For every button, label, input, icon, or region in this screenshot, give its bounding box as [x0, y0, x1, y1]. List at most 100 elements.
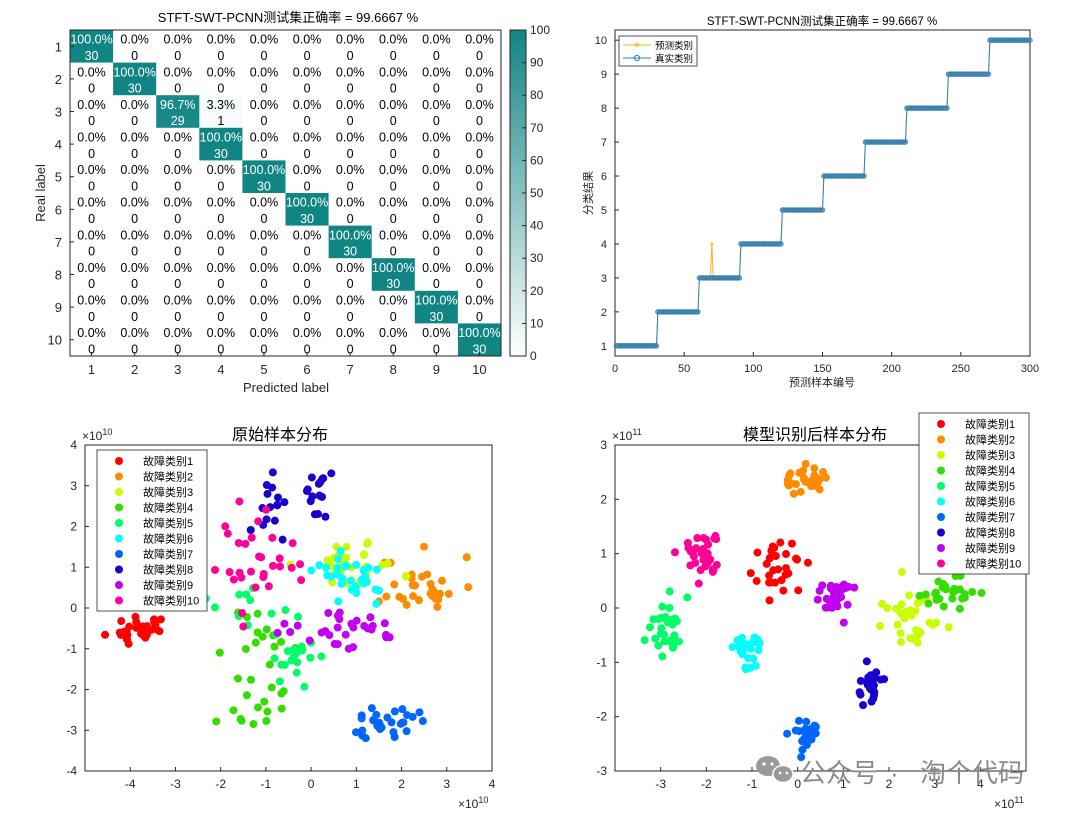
cm-cell-percent: 0.0% — [250, 293, 279, 307]
colorbar-tick-label: 30 — [530, 251, 544, 265]
cm-cell-count: 0 — [304, 49, 311, 63]
scatter-point — [270, 516, 279, 525]
cm-cell — [328, 95, 372, 129]
scatter-x-tick-label: 0 — [794, 777, 801, 791]
watermark-name: 淘个代码 — [920, 758, 1024, 788]
legend-marker — [937, 451, 945, 459]
cm-cell-percent: 0.0% — [465, 228, 494, 242]
cm-cell-percent: 0.0% — [465, 33, 494, 47]
cm-cell-percent: 0.0% — [77, 196, 106, 210]
cm-cell-percent: 100.0% — [200, 130, 242, 144]
scatter-point — [856, 676, 865, 685]
cm-cell-count: 0 — [217, 245, 224, 259]
legend-label: 故障类别1 — [965, 417, 1015, 431]
actual-point — [861, 173, 867, 179]
scatter-point — [905, 591, 914, 600]
scatter-x-tick-label: -2 — [215, 777, 226, 791]
cm-cell — [70, 193, 114, 226]
cm-cell-count: 29 — [171, 114, 185, 128]
actual-line — [616, 39, 1030, 347]
legend-marker — [115, 581, 123, 589]
step-y-tick-label: 10 — [595, 35, 607, 47]
scatter-point — [237, 573, 246, 582]
legend-label: 故障类别8 — [143, 563, 193, 577]
cm-y-tick-label: 2 — [55, 72, 62, 87]
cm-cell-percent: 0.0% — [207, 33, 236, 47]
cm-cell — [156, 225, 200, 259]
cm-cell — [285, 62, 329, 96]
scatter-point — [435, 589, 444, 598]
step-series: ✶✶✶✶✶✶✶✶✶✶✶✶✶✶✶✶✶✶✶✶✶✶✶✶✶✶✶✶✶✶✶✶✶✶✶✶✶✶✶✶… — [613, 36, 1033, 351]
cm-cell-percent: 0.0% — [293, 98, 322, 112]
scatter-point — [753, 548, 762, 557]
cm-cell-percent: 0.0% — [379, 326, 408, 340]
cm-cell-count: 0 — [174, 277, 181, 291]
cm-x-tick-label: 3 — [174, 362, 181, 377]
orig-title: 原始样本分布 — [232, 426, 328, 444]
scatter-point — [444, 589, 453, 598]
cm-cell-percent: 100.0% — [458, 326, 500, 340]
step-x-tick-label: 150 — [813, 363, 831, 375]
scatter-point — [274, 493, 283, 502]
cm-cell-count: 0 — [390, 245, 397, 259]
cm-cell-percent: 0.0% — [422, 196, 451, 210]
cm-cell-percent: 0.0% — [207, 65, 236, 79]
scatter-point — [462, 553, 471, 562]
scatter-point — [275, 554, 284, 563]
scatter-point — [813, 595, 822, 604]
cm-cell — [113, 258, 157, 292]
scatter-y-tick-label: 1 — [600, 547, 607, 561]
scatter-point — [924, 599, 933, 608]
cm-cell-percent: 0.0% — [207, 196, 236, 210]
cm-cell-count: 0 — [347, 277, 354, 291]
cm-cell-percent: 0.0% — [465, 65, 494, 79]
cm-cell-percent: 0.0% — [164, 130, 193, 144]
scatter-point — [246, 596, 255, 605]
cm-cell-percent: 0.0% — [293, 228, 322, 242]
scatter-point — [308, 492, 317, 501]
scatter-point — [115, 628, 124, 637]
actual-point — [778, 241, 784, 247]
model-points — [640, 460, 986, 762]
step-x-tick-label: 300 — [1021, 363, 1039, 375]
cm-cell-count: 0 — [174, 82, 181, 96]
scatter-point — [263, 707, 272, 716]
scatter-point — [268, 533, 277, 542]
scatter-point — [287, 563, 296, 572]
cm-cell-count: 0 — [390, 179, 397, 193]
cm-cell-count: 30 — [472, 342, 486, 356]
cm-cell-count: 0 — [217, 212, 224, 226]
cm-cell-count: 0 — [174, 49, 181, 63]
scatter-x-tick-label: 0 — [308, 777, 315, 791]
cm-cell-count: 0 — [131, 342, 138, 356]
scatter-point — [236, 715, 245, 724]
scatter-point — [798, 745, 807, 754]
scatter-point — [283, 647, 292, 656]
scatter-y-tick-label: -3 — [596, 764, 607, 778]
cm-cell — [371, 258, 416, 292]
cm-cell-count: 0 — [217, 277, 224, 291]
scatter-point — [827, 603, 836, 612]
scatter-point — [246, 567, 255, 576]
scatter-point — [156, 615, 165, 624]
cm-cell-percent: 0.0% — [336, 163, 365, 177]
scatter-point — [260, 697, 269, 706]
cm-cell — [371, 290, 416, 324]
scatter-point — [803, 558, 812, 567]
scatter-point — [693, 534, 702, 543]
cm-cell-percent: 0.0% — [207, 326, 236, 340]
cm-cell — [414, 225, 459, 259]
cm-cell — [199, 225, 243, 259]
scatter-point — [382, 592, 391, 601]
scatter-point — [223, 529, 232, 538]
cm-y-tick-label: 3 — [55, 105, 62, 120]
scatter-y-tick-label: 2 — [70, 520, 77, 534]
scatter-point — [367, 704, 376, 713]
scatter-point — [253, 703, 262, 712]
scatter-point — [660, 637, 669, 646]
cm-cell-percent: 0.0% — [164, 326, 193, 340]
scatter-point — [212, 717, 221, 726]
step-y-tick-label: 7 — [601, 137, 607, 149]
scatter-point — [781, 550, 790, 559]
scatter-point — [748, 637, 757, 646]
